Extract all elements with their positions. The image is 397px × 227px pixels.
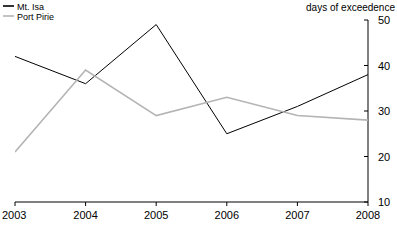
y-tick bbox=[364, 65, 368, 66]
y-tick bbox=[364, 202, 368, 203]
x-tick-label: 2006 bbox=[215, 209, 239, 221]
y-tick-label: 10 bbox=[378, 196, 390, 208]
x-axis bbox=[15, 202, 368, 203]
legend-label: Mt. Isa bbox=[17, 2, 44, 12]
x-tick-label: 2004 bbox=[73, 209, 97, 221]
x-tick bbox=[226, 202, 227, 206]
chart-container: 10 20 30 40 50 2003 2004 2005 2006 2007 2008 days o… bbox=[0, 0, 397, 227]
legend-label: Port Pirie bbox=[17, 12, 54, 22]
legend-swatch bbox=[3, 15, 14, 17]
x-tick bbox=[156, 202, 157, 206]
y-tick-label: 20 bbox=[378, 151, 390, 163]
y-tick bbox=[364, 156, 368, 157]
y-tick-label: 40 bbox=[378, 60, 390, 72]
x-tick-label: 2005 bbox=[144, 209, 168, 221]
x-tick-label: 2008 bbox=[356, 209, 380, 221]
x-tick-label: 2007 bbox=[285, 209, 309, 221]
x-tick-label: 2003 bbox=[2, 209, 26, 221]
y-tick-label: 50 bbox=[378, 14, 390, 26]
y-axis-title: days of exceedence bbox=[306, 2, 395, 13]
x-tick bbox=[85, 202, 86, 206]
series-line bbox=[15, 70, 368, 152]
plot-area bbox=[15, 25, 368, 152]
x-tick bbox=[15, 202, 16, 206]
y-tick bbox=[364, 111, 368, 112]
x-tick bbox=[368, 202, 369, 206]
legend-swatch bbox=[3, 5, 14, 7]
chart-svg: 10 20 30 40 50 2003 2004 2005 2006 2007 2008 days o… bbox=[0, 0, 397, 227]
y-tick bbox=[364, 20, 368, 21]
x-tick bbox=[297, 202, 298, 206]
y-tick-label: 30 bbox=[378, 105, 390, 117]
